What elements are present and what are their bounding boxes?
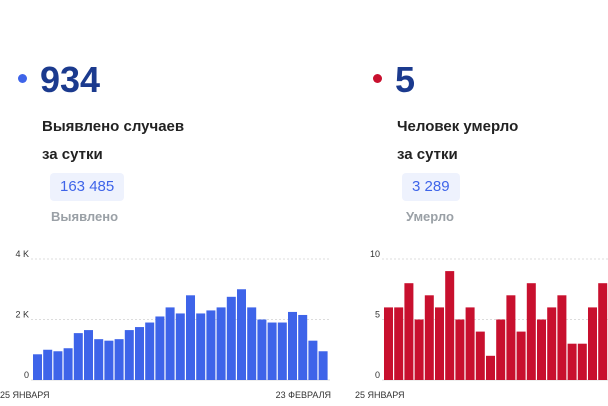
cases-ytick-label: 4 K <box>15 249 29 259</box>
deaths-today-value: 5 <box>395 59 416 100</box>
cases-dot <box>18 74 27 83</box>
cases-total-badge: 163 485 <box>50 173 125 201</box>
cases-bar <box>135 327 144 380</box>
cases-ytick-label: 0 <box>24 370 29 380</box>
cases-bar <box>124 330 134 380</box>
deaths-description-line1: Человек умерло <box>397 118 519 135</box>
deaths-bar <box>516 331 526 380</box>
cases-description: Выявлено случаев за сутки <box>42 113 184 169</box>
deaths-bar <box>537 319 546 380</box>
deaths-xtick-start: 25 ЯНВАРЯ <box>355 390 405 400</box>
deaths-ytick-label: 0 <box>375 370 380 380</box>
deaths-bar <box>588 307 597 380</box>
cases-bar <box>288 311 297 380</box>
deaths-panel: 5 Человек умерло за сутки 3 289 Умерло 0… <box>355 0 608 406</box>
cases-bar <box>308 340 318 380</box>
cases-total-label: Выявлено <box>51 209 119 224</box>
cases-bar <box>165 307 175 380</box>
cases-description-line1: Выявлено случаев <box>42 118 185 135</box>
deaths-bar <box>394 307 404 380</box>
deaths-bar <box>598 283 608 380</box>
cases-xtick-start: 25 ЯНВАРЯ <box>0 390 50 400</box>
cases-bar <box>216 307 226 380</box>
cases-xtick-end: 23 ФЕВРАЛЯ <box>276 390 331 400</box>
cases-bar <box>277 322 287 380</box>
cases-bar <box>63 348 73 380</box>
cases-bar <box>267 322 277 380</box>
deaths-bar <box>526 283 536 380</box>
deaths-description-line2: за сутки <box>397 146 458 163</box>
cases-bar <box>186 295 195 380</box>
cases-bar <box>318 351 328 380</box>
cases-bar <box>226 296 236 380</box>
deaths-total-label: Умерло <box>406 209 454 224</box>
cases-bar <box>155 316 165 380</box>
cases-bar <box>104 340 114 380</box>
deaths-bar <box>506 295 516 380</box>
cases-bar <box>175 313 185 380</box>
cases-bar <box>94 339 104 380</box>
cases-bar <box>73 333 83 380</box>
deaths-bar <box>435 307 444 380</box>
cases-bar <box>53 351 63 380</box>
deaths-chart: 0 5 10 25 ЯНВАРЯ <box>355 249 608 400</box>
cases-bar <box>298 314 308 380</box>
cases-bar <box>196 313 206 380</box>
deaths-ytick-label: 10 <box>370 249 380 259</box>
deaths-bar <box>404 283 414 380</box>
deaths-bar <box>557 295 567 380</box>
deaths-bar <box>465 307 475 380</box>
cases-today-value: 934 <box>40 59 101 100</box>
deaths-dot <box>373 74 382 83</box>
cases-bar <box>43 349 53 380</box>
deaths-bar <box>455 319 465 380</box>
deaths-bar <box>547 307 557 380</box>
cases-bar <box>145 322 155 380</box>
cases-bar <box>257 319 267 380</box>
cases-description-line2: за сутки <box>42 146 103 163</box>
cases-bar <box>33 354 42 380</box>
cases-bar <box>237 289 246 380</box>
cases-ytick-label: 2 K <box>15 310 29 320</box>
cases-bar <box>247 307 257 380</box>
deaths-total-badge: 3 289 <box>402 173 460 201</box>
deaths-bar <box>384 307 393 380</box>
cases-panel: 934 Выявлено случаев за сутки 163 485 Вы… <box>0 59 331 400</box>
cases-bar <box>114 339 124 380</box>
deaths-ytick-label: 5 <box>375 310 380 320</box>
deaths-bar <box>445 271 455 380</box>
deaths-bar <box>414 319 424 380</box>
deaths-bar <box>496 319 506 380</box>
deaths-bar <box>486 355 495 380</box>
cases-bar <box>84 330 93 380</box>
deaths-bar <box>424 295 434 380</box>
cases-chart: 0 2 K 4 K 25 ЯНВАРЯ 23 ФЕВРАЛЯ <box>0 249 331 400</box>
deaths-bar <box>475 331 485 380</box>
cases-bar <box>206 310 216 380</box>
deaths-bar <box>577 343 587 380</box>
deaths-description: Человек умерло за сутки <box>397 113 518 169</box>
deaths-bar <box>567 343 577 380</box>
